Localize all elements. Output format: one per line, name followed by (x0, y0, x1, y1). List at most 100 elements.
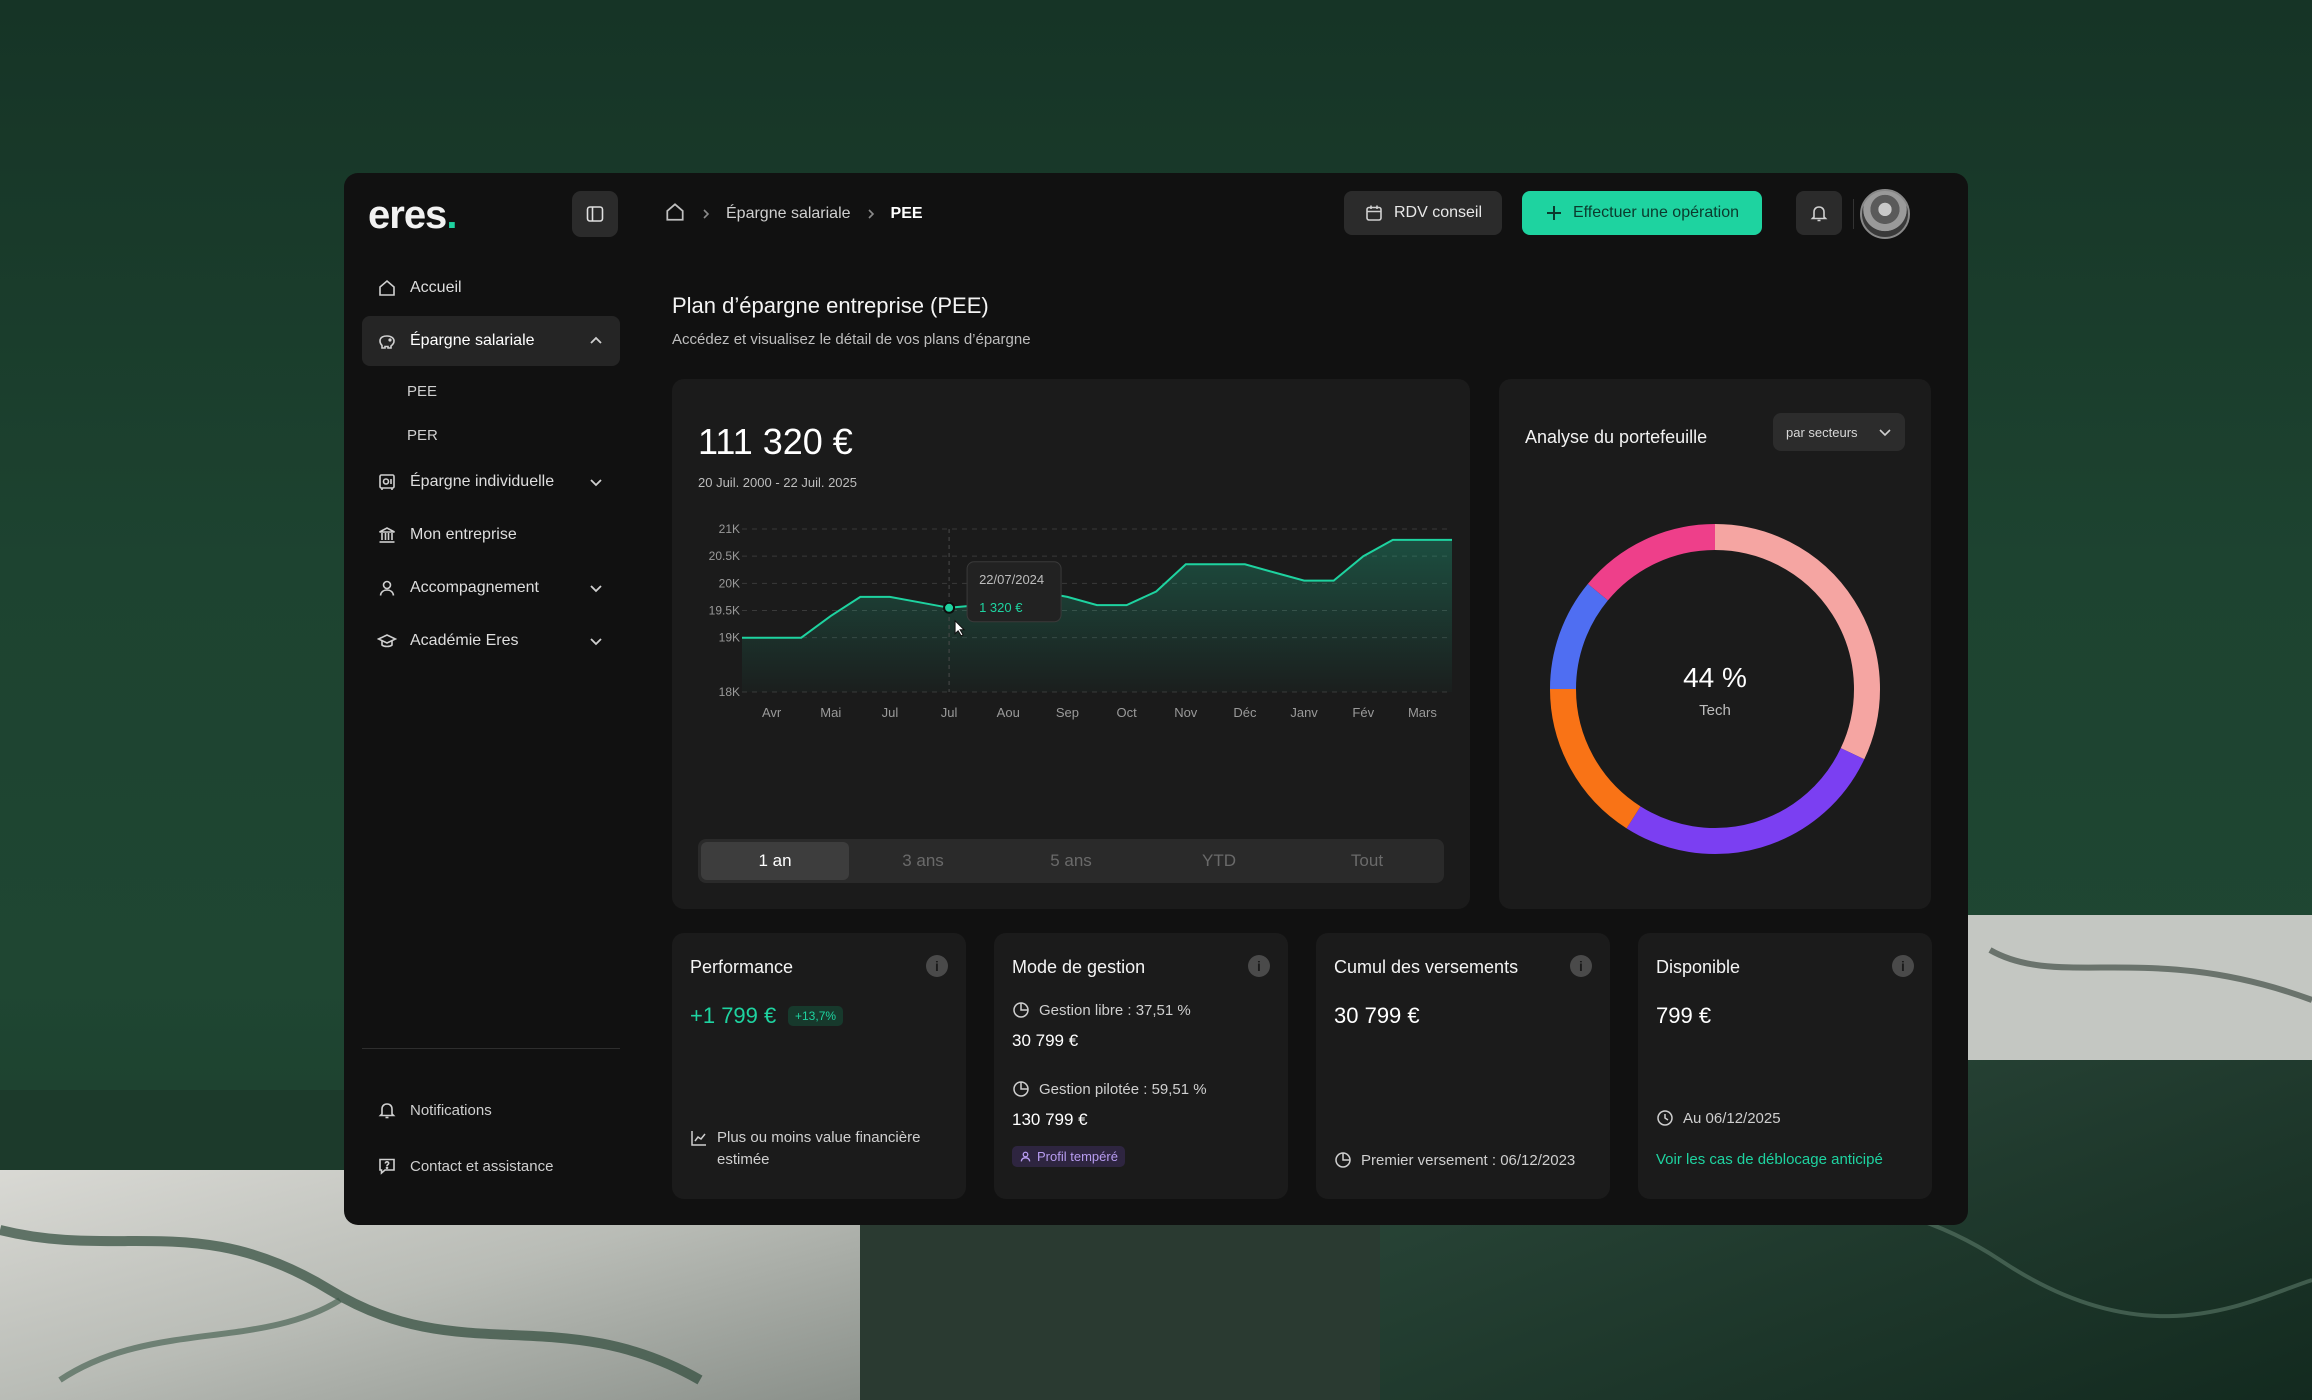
x-tick-label: Janv (1290, 705, 1318, 720)
y-tick-label: 19K (719, 631, 740, 645)
sidebar-item-label: Accompagnement (410, 579, 539, 596)
y-tick-label: 20K (719, 576, 740, 590)
x-tick-label: Aou (997, 705, 1020, 720)
sidebar-subitem-per[interactable]: PER (407, 426, 438, 444)
topbar-divider (1853, 199, 1854, 229)
chart-area (742, 539, 1452, 692)
cumul-versements-title: Cumul des versements (1334, 957, 1519, 977)
clock-icon (1657, 1110, 1673, 1126)
breadcrumb-epargne-salariale[interactable]: Épargne salariale (726, 205, 851, 222)
tab-1-an[interactable]: 1 an (701, 842, 849, 880)
deblocage-link[interactable]: Voir les cas de déblocage anticipé (1656, 1151, 1883, 1168)
chevron-down-icon (590, 585, 602, 593)
x-tick-label: Jul (941, 705, 958, 720)
sidebar-nav: Accueil Épargne salariale PEE PER Épargn… (362, 263, 620, 669)
y-tick-label: 19.5K (709, 604, 740, 618)
sidebar-panel-icon (586, 206, 604, 222)
tooltip-box (966, 561, 1062, 623)
hover-point (943, 601, 956, 614)
page-title: Plan d’épargne entreprise (PEE) (672, 293, 989, 318)
piggy-bank-icon (376, 330, 398, 352)
sidebar-footer-contact[interactable]: Contact et assistance (362, 1144, 620, 1188)
sidebar-item-epargne-salariale[interactable]: Épargne salariale (362, 316, 620, 366)
bell-icon (1810, 206, 1828, 222)
y-tick-label: 18K (719, 685, 740, 699)
donut-slice[interactable] (1550, 583, 1609, 690)
breadcrumb: Épargne salariale PEE (664, 191, 923, 237)
pie-chart-icon (1335, 1152, 1351, 1168)
tooltip-date: 22/07/2024 (979, 572, 1044, 587)
rdv-conseil-button[interactable]: RDV conseil (1343, 191, 1502, 235)
balance-line-chart: 21K 20.5K 20K 19.5K 19K 18K Avr Mai Jul Jul Aou Sep… (709, 522, 1452, 720)
safe-icon (376, 471, 398, 493)
disponible-title: Disponible (1656, 957, 1741, 977)
sidebar-item-epargne-individuelle[interactable]: Épargne individuelle (362, 457, 620, 507)
sidebar-footer-notifications[interactable]: Notifications (362, 1088, 620, 1132)
chevron-down-icon (1879, 429, 1891, 437)
mouse-cursor-icon (954, 619, 966, 637)
portfolio-donut-chart: 44 % Tech (1550, 524, 1880, 854)
total-balance: 111 320 € (698, 421, 853, 462)
premier-versement-row: Premier versement : 06/12/2023 (1334, 1151, 1575, 1169)
cumul-versements-card: Cumul des versements i 30 799 € Premier … (1316, 933, 1610, 1199)
pie-chart-icon (1013, 1081, 1029, 1097)
chevron-down-icon (590, 638, 602, 646)
breadcrumb-home-icon[interactable] (664, 201, 686, 228)
notifications-button[interactable] (1796, 191, 1842, 235)
user-icon (376, 577, 398, 599)
sidebar-item-accueil[interactable]: Accueil (362, 263, 620, 313)
sidebar-item-academie-eres[interactable]: Académie Eres (362, 616, 620, 666)
rdv-conseil-label: RDV conseil (1393, 204, 1482, 221)
donut-slice[interactable] (1714, 524, 1880, 760)
tooltip-value: 1 320 € (979, 600, 1023, 615)
disponible-value: 799 € (1656, 1003, 1712, 1028)
balance-chart-card: 111 320 € 20 Juil. 2000 - 22 Juil. 2025 … (672, 379, 1470, 909)
sidebar-item-label: Accueil (410, 279, 462, 296)
sidebar-subitem-pee[interactable]: PEE (407, 382, 438, 400)
portfolio-filter-value: par secteurs (1786, 424, 1858, 440)
sidebar-footer-label: Notifications (410, 1101, 492, 1119)
portfolio-filter-select[interactable]: par secteurs (1773, 413, 1905, 451)
sidebar-item-mon-entreprise[interactable]: Mon entreprise (362, 510, 620, 560)
y-tick-label: 21K (719, 522, 740, 536)
tab-5-ans[interactable]: 5 ans (1050, 851, 1092, 870)
profile-label: Profil tempéré (1037, 1149, 1118, 1164)
x-tick-label: Fév (1352, 705, 1374, 720)
donut-slice[interactable] (1626, 748, 1865, 854)
performance-note-text: Plus ou moins value financière estimée (717, 1129, 921, 1168)
x-tick-label: Avr (762, 705, 782, 720)
donut-center-value: 44 % (1683, 662, 1747, 693)
tab-tout[interactable]: Tout (1350, 851, 1384, 870)
x-tick-label: Sep (1056, 705, 1079, 720)
plus-icon (1546, 206, 1561, 220)
sidebar-toggle-button[interactable] (572, 191, 618, 237)
x-tick-label: Déc (1233, 705, 1257, 720)
sidebar-item-accompagnement[interactable]: Accompagnement (362, 563, 620, 613)
info-icon[interactable]: i (1892, 955, 1914, 977)
info-icon[interactable]: i (926, 955, 948, 977)
breadcrumb-current: PEE (890, 205, 923, 222)
info-icon[interactable]: i (1248, 955, 1270, 977)
user-icon (1020, 1151, 1031, 1162)
donut-slice[interactable] (1587, 524, 1716, 601)
period-tabs: 1 an 3 ans 5 ans YTD Tout (698, 839, 1444, 883)
x-tick-label: Mai (820, 705, 841, 720)
series-line (742, 538, 1452, 639)
info-icon[interactable]: i (1570, 955, 1592, 977)
donut-slice[interactable] (1550, 688, 1641, 829)
x-tick-label: Jul (882, 705, 899, 720)
performance-title: Performance (690, 957, 794, 977)
brand-dot: . (446, 193, 457, 237)
brand-logo[interactable]: eres. (368, 193, 457, 238)
disponible-date-row: Au 06/12/2025 (1656, 1109, 1781, 1127)
pie-chart-icon (1013, 1002, 1029, 1018)
sidebar-item-label: Mon entreprise (410, 526, 517, 543)
gestion-pilotee-label: Gestion pilotée : 59,51 % (1039, 1080, 1207, 1098)
top-bar: Épargne salariale PEE RDV conseil Effect… (664, 189, 1938, 239)
effectuer-operation-button[interactable]: Effectuer une opération (1522, 191, 1762, 235)
avatar[interactable] (1860, 189, 1910, 239)
tab-ytd[interactable]: YTD (1202, 851, 1236, 870)
tab-3-ans[interactable]: 3 ans (902, 851, 944, 870)
date-range: 20 Juil. 2000 - 22 Juil. 2025 (698, 475, 857, 490)
breadcrumb-chevron-icon (700, 208, 712, 220)
